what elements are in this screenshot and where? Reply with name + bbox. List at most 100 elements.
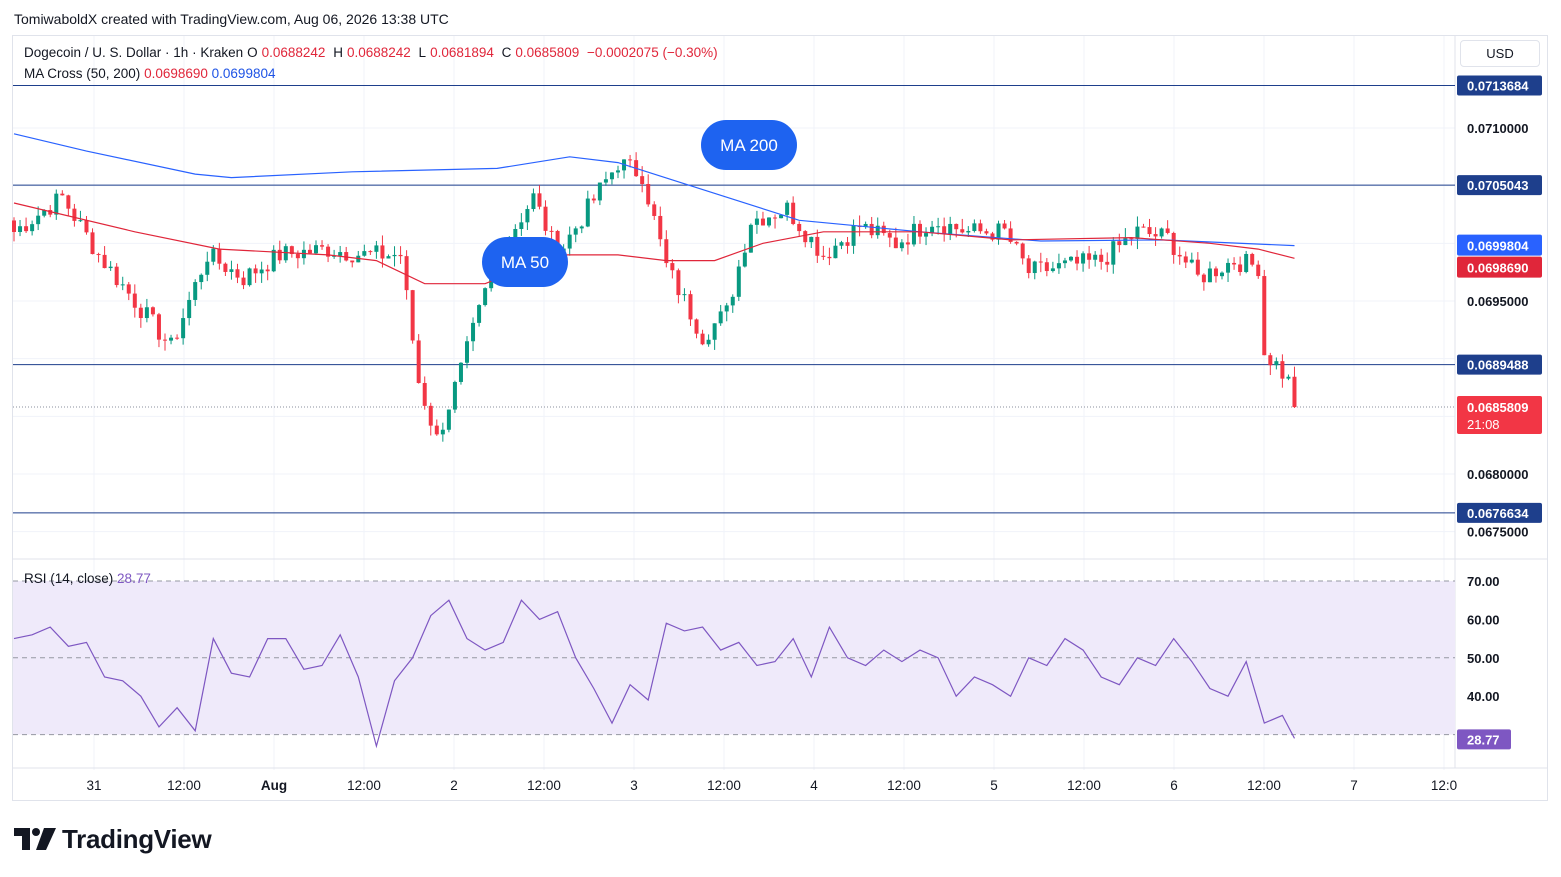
candle-body xyxy=(513,228,518,240)
candle-body xyxy=(199,274,204,283)
candle-body xyxy=(803,231,808,243)
candle-body xyxy=(821,255,826,257)
candle-body xyxy=(893,237,898,249)
currency-button[interactable]: USD xyxy=(1460,40,1540,67)
candle-body xyxy=(911,223,916,245)
candle-body xyxy=(241,277,246,286)
candle-body xyxy=(96,254,101,256)
candle-body xyxy=(773,217,778,219)
candle-body xyxy=(452,381,457,410)
symbol-title[interactable]: Dogecoin / U. S. Dollar · 1h · Kraken xyxy=(24,45,244,60)
ma-indicator-name[interactable]: MA Cross (50, 200) xyxy=(24,66,141,81)
candle-body xyxy=(1165,228,1170,233)
time-axis-tick: 12:00 xyxy=(887,778,921,793)
change-value: −0.0002075 (−0.30%) xyxy=(587,45,718,60)
candle-body xyxy=(809,236,814,243)
candle-body xyxy=(736,266,741,297)
candle-body xyxy=(24,226,29,232)
time-axis-tick: 12:0 xyxy=(1431,778,1457,793)
price-axis-tick: 0.0695000 xyxy=(1467,294,1528,309)
candle-body xyxy=(718,311,723,324)
candle-body xyxy=(869,223,874,236)
candle-body xyxy=(694,319,699,334)
candle-body xyxy=(1117,241,1122,246)
ma50-legend-value: 0.0698690 xyxy=(144,66,208,81)
candle-body xyxy=(36,215,41,225)
candle-body xyxy=(84,220,89,233)
candle-body xyxy=(138,307,143,319)
candle-body xyxy=(918,223,922,237)
candle-body xyxy=(205,261,210,275)
candle-body xyxy=(785,202,790,215)
ma50-label-bg xyxy=(1457,256,1542,278)
candle-body xyxy=(1268,355,1273,366)
rsi-indicator-name[interactable]: RSI (14, close) xyxy=(24,571,114,586)
candle-body xyxy=(326,246,331,257)
candle-body xyxy=(990,233,995,240)
candle-body xyxy=(1286,376,1291,379)
close-label: C xyxy=(501,45,512,60)
candle-body xyxy=(1280,361,1285,379)
time-axis-tick: 12:00 xyxy=(167,778,201,793)
candle-body xyxy=(531,193,536,210)
low-label: L xyxy=(418,45,427,60)
candle-body xyxy=(350,260,355,263)
candle-body xyxy=(18,226,23,232)
candle-body xyxy=(688,294,693,320)
ma50-annotation[interactable]: MA 50 xyxy=(482,237,568,287)
ma50-axis-label: 0.0698690 xyxy=(1467,261,1528,276)
candle-body xyxy=(797,223,802,232)
ma200-annotation-bg xyxy=(701,120,797,170)
candle-body xyxy=(573,228,578,235)
rsi-legend-value: 28.77 xyxy=(117,571,151,586)
tradingview-logo[interactable]: TradingView xyxy=(14,822,212,856)
candle-body xyxy=(42,210,47,216)
rsi-value-label-bg xyxy=(1457,729,1511,750)
candle-body xyxy=(271,249,276,272)
candle-body xyxy=(700,333,705,345)
candle-body xyxy=(730,296,735,306)
candle-body xyxy=(314,245,318,254)
candle-body xyxy=(265,269,270,272)
chart-frame xyxy=(12,35,1548,801)
candle-body xyxy=(1032,261,1037,274)
candle-body xyxy=(259,269,264,274)
candle-body xyxy=(307,249,312,254)
candle-body xyxy=(658,215,663,240)
ohlc-legend: Dogecoin / U. S. Dollar · 1h · Kraken O 0.… xyxy=(24,45,722,60)
candle-body xyxy=(289,246,294,255)
candle-body xyxy=(78,220,83,222)
candle-body xyxy=(1014,241,1019,244)
candle-body xyxy=(416,340,421,383)
candle-body xyxy=(1195,259,1200,275)
rsi-axis-tick: 60.00 xyxy=(1467,612,1500,627)
candle-body xyxy=(881,225,886,234)
candle-body xyxy=(434,425,439,435)
candle-body xyxy=(458,362,463,382)
candle-body xyxy=(181,318,186,339)
candle-body xyxy=(163,339,167,341)
rsi-value-label: 28.77 xyxy=(1467,732,1500,747)
last-price-label-bg xyxy=(1457,396,1542,435)
candle-body xyxy=(579,226,584,229)
price-axis-tick: 0.0680000 xyxy=(1467,467,1528,482)
candle-body xyxy=(833,245,838,259)
countdown-label: 21:08 xyxy=(1467,417,1500,432)
candle-body xyxy=(1256,264,1261,277)
candle-body xyxy=(1207,268,1212,283)
candle-body xyxy=(253,268,258,274)
candle-body xyxy=(966,230,971,233)
candle-body xyxy=(905,242,910,245)
candle-body xyxy=(229,269,234,272)
candle-body xyxy=(676,270,681,296)
candle-body xyxy=(193,282,198,300)
candle-body xyxy=(519,222,524,229)
ma200-annotation[interactable]: MA 200 xyxy=(701,120,797,170)
price-axis-tick: 0.0710000 xyxy=(1467,121,1528,136)
candle-body xyxy=(616,170,620,173)
candle-body xyxy=(1292,376,1297,408)
candle-body xyxy=(978,223,983,232)
candle-body xyxy=(48,210,53,215)
candle-body xyxy=(924,233,929,237)
